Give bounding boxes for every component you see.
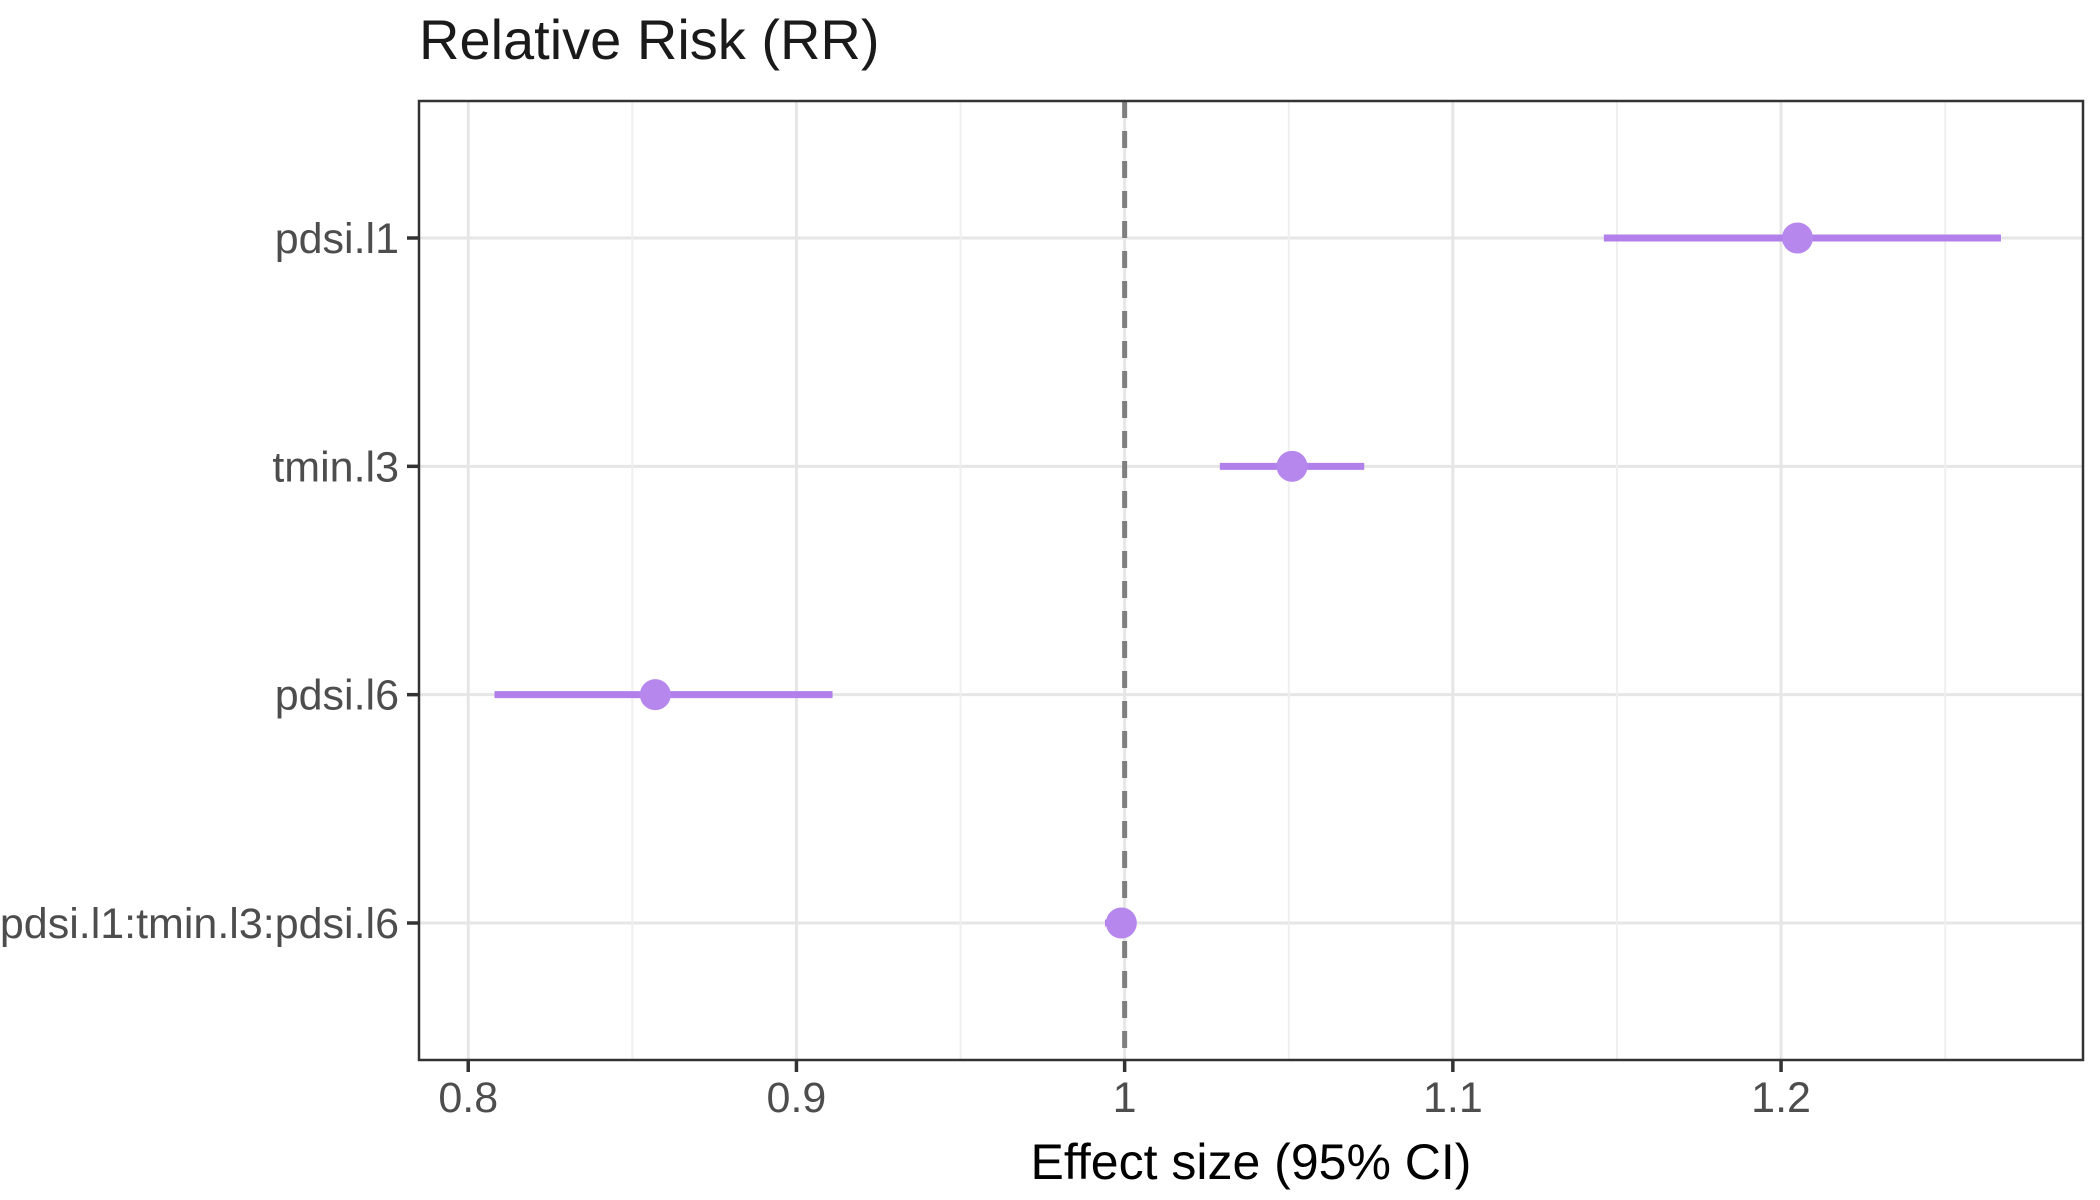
point-pdsi.l1:tmin.l3:pdsi.l6 xyxy=(1105,907,1137,939)
x-axis-title: Effect size (95% CI) xyxy=(1030,1134,1472,1190)
x-tick-label: 0.8 xyxy=(438,1074,498,1122)
panel-border xyxy=(417,99,2085,1062)
y-axis-label-pdsi.l6: pdsi.l6 xyxy=(275,672,399,720)
x-tick-label: 1 xyxy=(1113,1074,1137,1122)
y-axis-label-pdsi.l1:tmin.l3:pdsi.l6: pdsi.l1:tmin.l3:pdsi.l6 xyxy=(0,900,399,948)
point-pdsi.l1 xyxy=(1781,222,1813,254)
y-axis-label-pdsi.l1: pdsi.l1 xyxy=(275,215,399,263)
x-tick-label: 1.2 xyxy=(1751,1074,1811,1122)
point-tmin.l3 xyxy=(1276,450,1308,482)
panel-background xyxy=(419,101,2083,1060)
x-tick-label: 1.1 xyxy=(1423,1074,1483,1122)
plot-title: Relative Risk (RR) xyxy=(419,8,880,71)
point-pdsi.l6 xyxy=(639,679,671,711)
y-axis-label-tmin.l3: tmin.l3 xyxy=(272,443,399,491)
x-tick-label: 0.9 xyxy=(767,1074,827,1122)
